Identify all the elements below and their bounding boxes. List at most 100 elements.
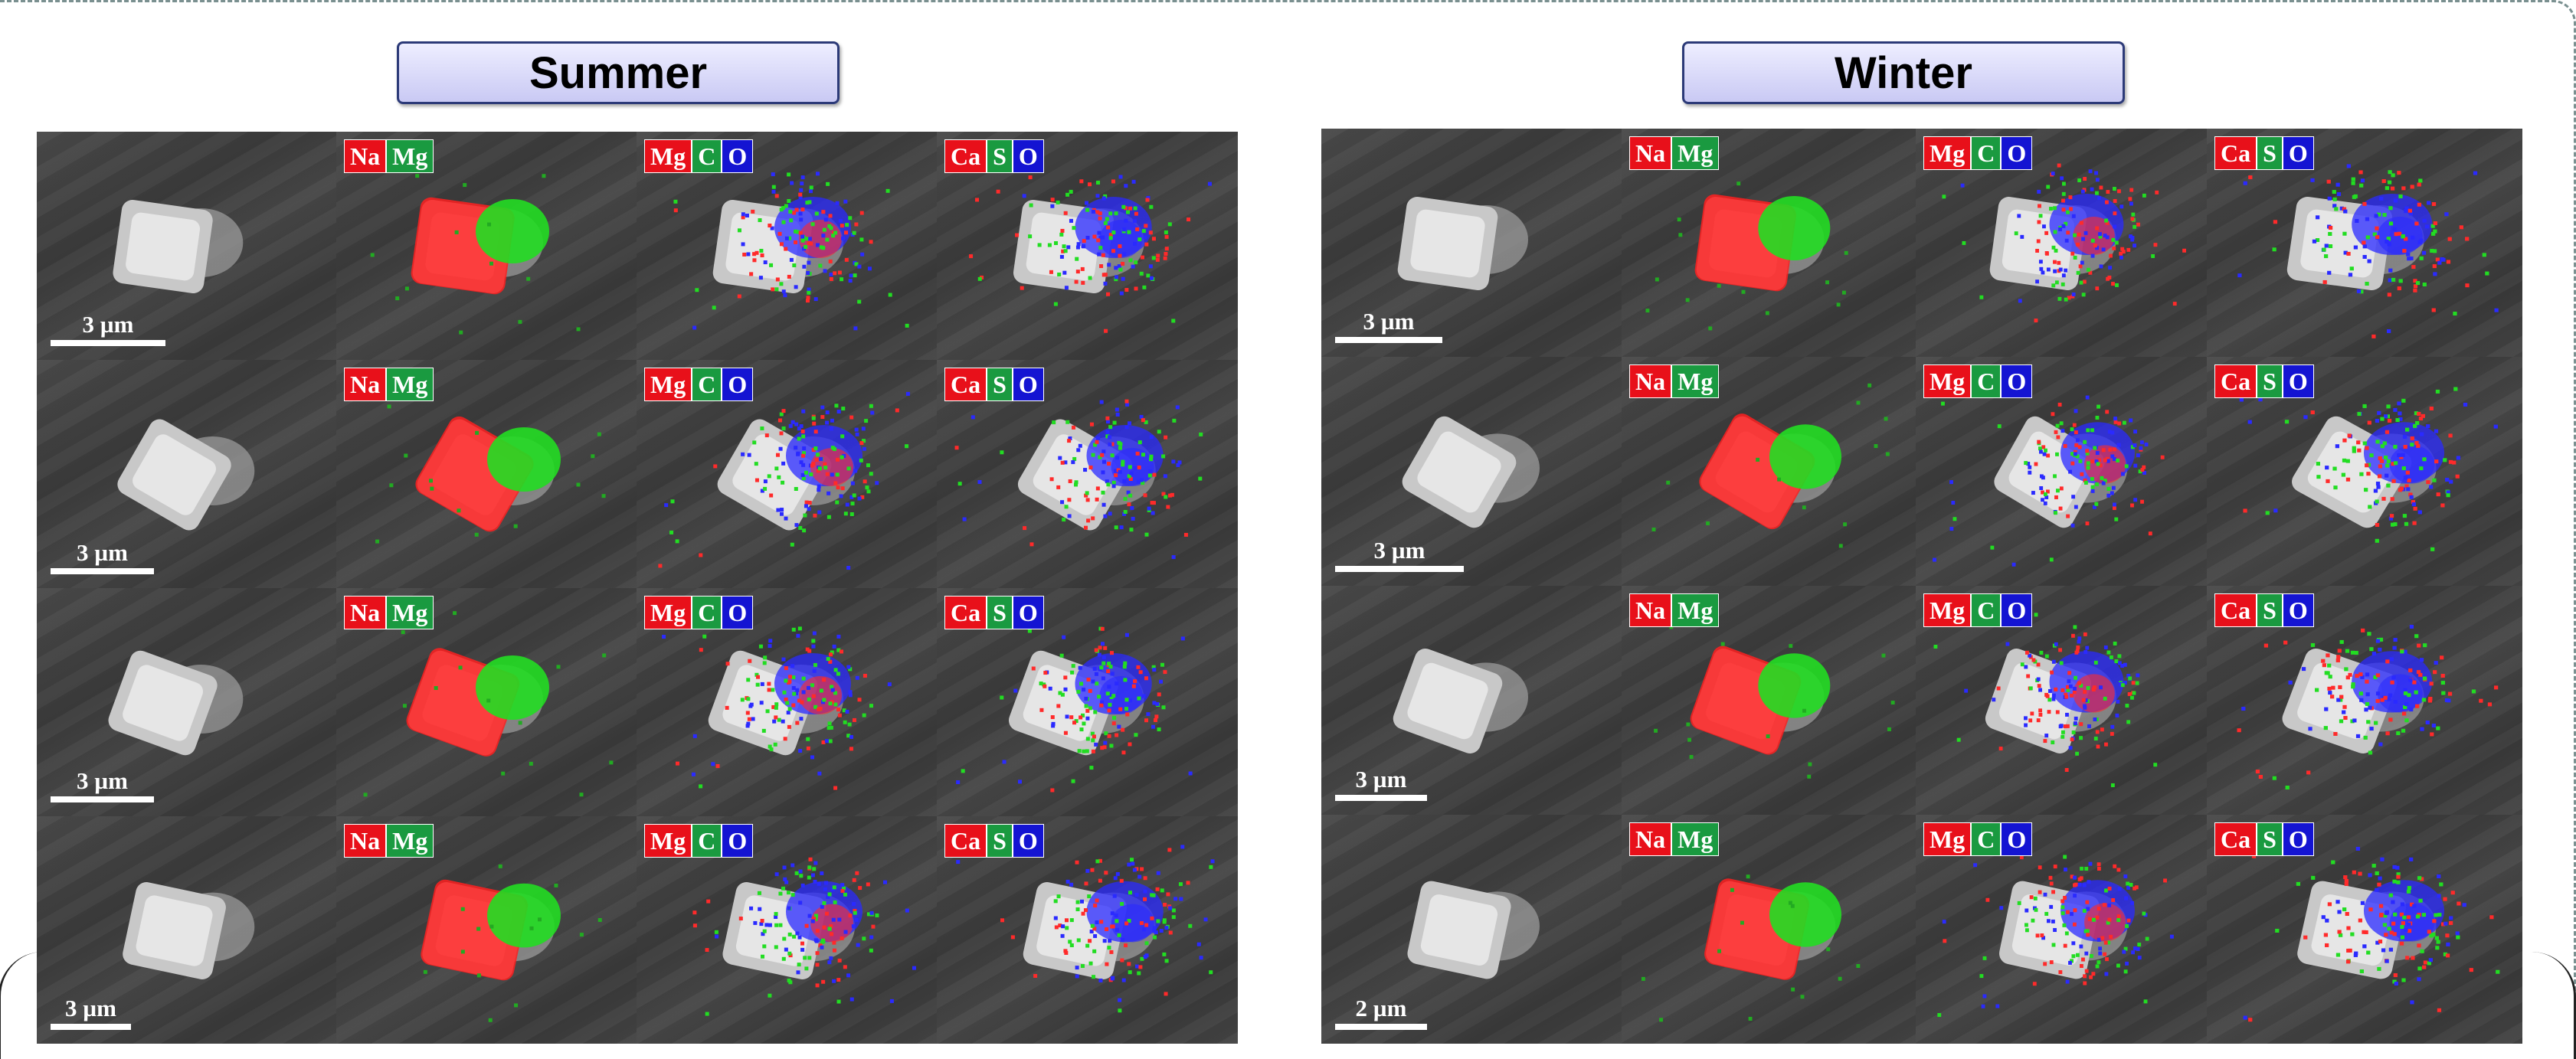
winter-row1-sem-image: 3 µm (1321, 129, 1622, 357)
legend-element-o: O (1012, 824, 1044, 858)
particle-image (954, 399, 1203, 560)
legend-element-s: S (2257, 136, 2283, 170)
summer-row2-na-mg-map: Na Mg (336, 360, 637, 588)
legend-element-c: C (1971, 364, 2002, 398)
summer-row4-ca-s-o-map: Ca S O (937, 816, 1238, 1044)
particle-image (2239, 387, 2498, 551)
winter-row4-mg-c-o-map: Mg C O (1916, 815, 2207, 1044)
particle-image (2237, 624, 2499, 790)
legend-element-mg: Mg (644, 139, 692, 173)
legend-element-o: O (2001, 364, 2033, 398)
element-legend: Na Mg (344, 596, 434, 629)
legend-element-c: C (692, 368, 722, 401)
legend-element-s: S (2257, 822, 2283, 856)
particle-image (969, 175, 1212, 333)
legend-element-mg: Mg (1923, 136, 1972, 170)
particle-image (1651, 380, 1890, 548)
element-legend: Ca S O (944, 824, 1044, 858)
summer-row3-ca-s-o-map: Ca S O (937, 588, 1238, 816)
scale-bar-label: 3 µm (65, 995, 116, 1021)
legend-element-o: O (1012, 368, 1044, 401)
legend-element-mg: Mg (1671, 364, 1720, 398)
scale-bar-label: 3 µm (82, 311, 134, 338)
scale-bar-line (1335, 1024, 1427, 1030)
element-legend: Na Mg (1629, 136, 1720, 170)
element-legend: Ca S O (944, 368, 1044, 401)
particle-image (363, 611, 614, 797)
legend-element-s: S (987, 139, 1013, 173)
particle-image (1645, 181, 1848, 331)
winter-row1-na-mg-map: Na Mg (1622, 129, 1916, 357)
summer-row1-ca-s-o-map: Ca S O (937, 132, 1238, 360)
winter-row2-na-mg-map: Na Mg (1622, 357, 1916, 586)
summer-row2-ca-s-o-map: Ca S O (937, 360, 1238, 588)
winter-row3-ca-s-o-map: Ca S O (2207, 586, 2522, 815)
particle-image (113, 199, 244, 294)
legend-element-mg: Mg (386, 139, 434, 173)
particle-image (658, 384, 910, 570)
particle-image (1933, 380, 2165, 567)
element-legend: Mg C O (644, 824, 754, 858)
legend-element-ca: Ca (944, 368, 987, 401)
legend-element-na: Na (344, 596, 387, 629)
legend-element-ca: Ca (944, 824, 987, 858)
summer-row3-mg-c-o-map: Mg C O (637, 588, 937, 816)
particle-image (659, 853, 916, 1016)
particle-image (1937, 855, 2174, 1018)
winter-row4-sem-image: 2 µm (1321, 815, 1622, 1044)
legend-element-na: Na (1629, 822, 1672, 856)
scale-bar: 3 µm (51, 541, 154, 574)
legend-element-o: O (2282, 136, 2314, 170)
element-legend: Mg C O (1923, 136, 2033, 170)
particle-image (1407, 881, 1540, 979)
legend-element-o: O (2001, 822, 2033, 856)
winter-row3-sem-image: 3 µm (1321, 586, 1622, 815)
scale-bar-label: 3 µm (1373, 537, 1425, 564)
scale-bar-line (1335, 566, 1464, 572)
summer-row1-mg-c-o-map: Mg C O (637, 132, 937, 360)
element-legend: Na Mg (1629, 822, 1720, 856)
scale-bar-line (51, 796, 154, 802)
legend-element-s: S (2257, 593, 2283, 627)
legend-element-na: Na (344, 824, 387, 858)
scale-bar-line (51, 1024, 131, 1030)
legend-element-s: S (987, 596, 1013, 629)
particle-image (123, 882, 255, 979)
scale-bar: 3 µm (1335, 767, 1427, 801)
scale-bar: 2 µm (1335, 996, 1427, 1030)
summer-row3-na-mg-map: Na Mg (336, 588, 637, 816)
scale-bar-line (51, 340, 165, 346)
legend-element-mg: Mg (386, 368, 434, 401)
particle-image (956, 841, 1215, 1013)
legend-element-c: C (1971, 822, 2002, 856)
legend-element-na: Na (1629, 593, 1672, 627)
legend-element-s: S (987, 368, 1013, 401)
legend-element-o: O (722, 139, 754, 173)
particle-image (1933, 609, 2158, 788)
winter-row2-ca-s-o-map: Ca S O (2207, 357, 2522, 586)
scale-bar: 3 µm (1335, 538, 1464, 572)
legend-element-o: O (2282, 822, 2314, 856)
legend-element-ca: Ca (2214, 593, 2257, 627)
element-legend: Mg C O (644, 596, 754, 629)
legend-element-ca: Ca (2214, 822, 2257, 856)
winter-row1-ca-s-o-map: Ca S O (2207, 129, 2522, 357)
legend-element-o: O (2282, 593, 2314, 627)
element-legend: Na Mg (344, 368, 434, 401)
legend-element-mg: Mg (644, 596, 692, 629)
legend-element-mg: Mg (644, 368, 692, 401)
legend-element-o: O (722, 824, 754, 858)
winter-row1-mg-c-o-map: Mg C O (1916, 129, 2207, 357)
legend-element-o: O (1012, 139, 1044, 173)
legend-element-s: S (987, 824, 1013, 858)
element-legend: Mg C O (1923, 364, 2033, 398)
element-legend: Na Mg (344, 824, 434, 858)
legend-element-ca: Ca (2214, 364, 2257, 398)
particle-image (673, 157, 909, 331)
summer-row2-mg-c-o-map: Mg C O (637, 360, 937, 588)
legend-element-mg: Mg (1923, 593, 1972, 627)
element-legend: Mg C O (1923, 822, 2033, 856)
legend-element-na: Na (1629, 136, 1672, 170)
legend-element-mg: Mg (644, 824, 692, 858)
legend-element-mg: Mg (1923, 822, 1972, 856)
